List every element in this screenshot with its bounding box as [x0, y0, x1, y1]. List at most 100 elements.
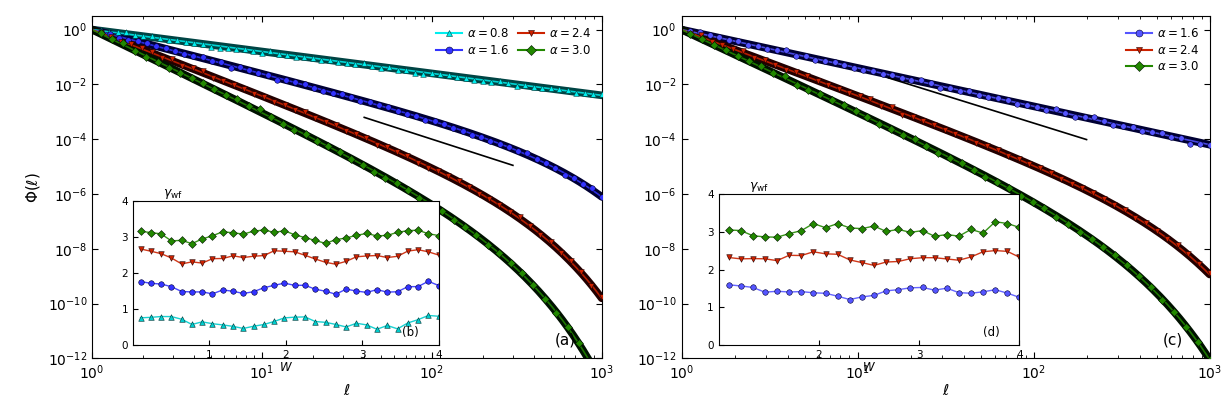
- Point: [535, 296, 555, 303]
- Point: [946, 131, 965, 137]
- Point: [459, 184, 479, 190]
- Point: [987, 147, 1007, 154]
- Point: [435, 121, 454, 128]
- Point: [1094, 244, 1114, 250]
- Point: [295, 80, 314, 87]
- Point: [989, 95, 1008, 101]
- Point: [418, 164, 437, 171]
- Point: [1056, 110, 1076, 116]
- Point: [1141, 284, 1160, 290]
- Point: [305, 85, 324, 91]
- Point: [398, 153, 418, 159]
- Legend: $\alpha = 1.6$, $\alpha = 2.4$, $\alpha = 3.0$: $\alpha = 1.6$, $\alpha = 2.4$, $\alpha …: [1121, 22, 1203, 78]
- Point: [1000, 185, 1019, 192]
- Point: [903, 114, 922, 120]
- Point: [323, 90, 343, 96]
- Point: [273, 121, 292, 127]
- Point: [1051, 176, 1071, 183]
- Point: [285, 127, 305, 133]
- Point: [723, 45, 743, 52]
- Point: [512, 270, 532, 276]
- Point: [1114, 123, 1133, 129]
- Point: [551, 250, 571, 256]
- Point: [1162, 134, 1181, 140]
- Point: [346, 131, 366, 138]
- Point: [744, 55, 764, 61]
- Point: [99, 31, 119, 37]
- Point: [316, 119, 335, 125]
- Point: [592, 377, 612, 383]
- Point: [422, 70, 442, 77]
- Point: [680, 31, 700, 37]
- Point: [975, 173, 995, 180]
- Point: [840, 89, 860, 96]
- Point: [230, 64, 249, 70]
- Point: [1136, 220, 1156, 227]
- Point: [844, 65, 863, 71]
- Point: [448, 178, 468, 185]
- Point: [443, 216, 463, 223]
- Point: [1059, 221, 1078, 228]
- Point: [251, 106, 270, 112]
- Point: [549, 86, 569, 92]
- Point: [1065, 113, 1084, 120]
- Point: [966, 139, 986, 146]
- Point: [472, 134, 491, 140]
- Point: [421, 201, 441, 207]
- Point: [227, 96, 247, 103]
- Point: [582, 185, 602, 191]
- Point: [987, 179, 1007, 185]
- Point: [219, 44, 238, 51]
- Point: [592, 91, 612, 98]
- Point: [1007, 101, 1027, 107]
- Point: [959, 88, 979, 95]
- Point: [941, 84, 960, 91]
- Point: [244, 91, 264, 98]
- Point: [1115, 206, 1135, 213]
- Point: [1084, 114, 1104, 121]
- Point: [1046, 106, 1066, 113]
- Point: [533, 85, 553, 91]
- Point: [1041, 170, 1061, 176]
- Point: [142, 49, 162, 55]
- Point: [156, 44, 176, 51]
- Point: [1105, 252, 1125, 258]
- Point: [818, 81, 837, 88]
- Point: [221, 65, 241, 71]
- Point: [914, 117, 933, 124]
- Point: [479, 195, 499, 202]
- Point: [1027, 104, 1046, 111]
- Point: [499, 80, 518, 86]
- Point: [150, 34, 169, 41]
- Point: [91, 30, 111, 37]
- Point: [931, 84, 950, 91]
- Point: [752, 63, 771, 70]
- Point: [1036, 106, 1056, 113]
- Point: [935, 126, 954, 133]
- Point: [1034, 205, 1054, 212]
- Point: [158, 37, 178, 43]
- Point: [964, 167, 984, 173]
- Point: [555, 172, 575, 178]
- Point: [167, 37, 187, 43]
- Point: [861, 96, 880, 103]
- Point: [91, 29, 111, 35]
- Point: [977, 142, 997, 149]
- Point: [370, 102, 389, 109]
- Point: [523, 281, 543, 288]
- Point: [136, 54, 156, 60]
- Point: [998, 96, 1018, 103]
- Point: [796, 53, 815, 59]
- Point: [1200, 357, 1219, 364]
- Point: [1070, 228, 1089, 235]
- Point: [239, 67, 259, 74]
- Point: [765, 61, 785, 68]
- Point: [680, 30, 700, 37]
- Point: [1017, 102, 1036, 108]
- Point: [397, 110, 416, 117]
- Point: [312, 57, 332, 63]
- Point: [378, 104, 398, 110]
- Point: [893, 112, 912, 118]
- Point: [582, 283, 602, 289]
- Point: [575, 90, 594, 97]
